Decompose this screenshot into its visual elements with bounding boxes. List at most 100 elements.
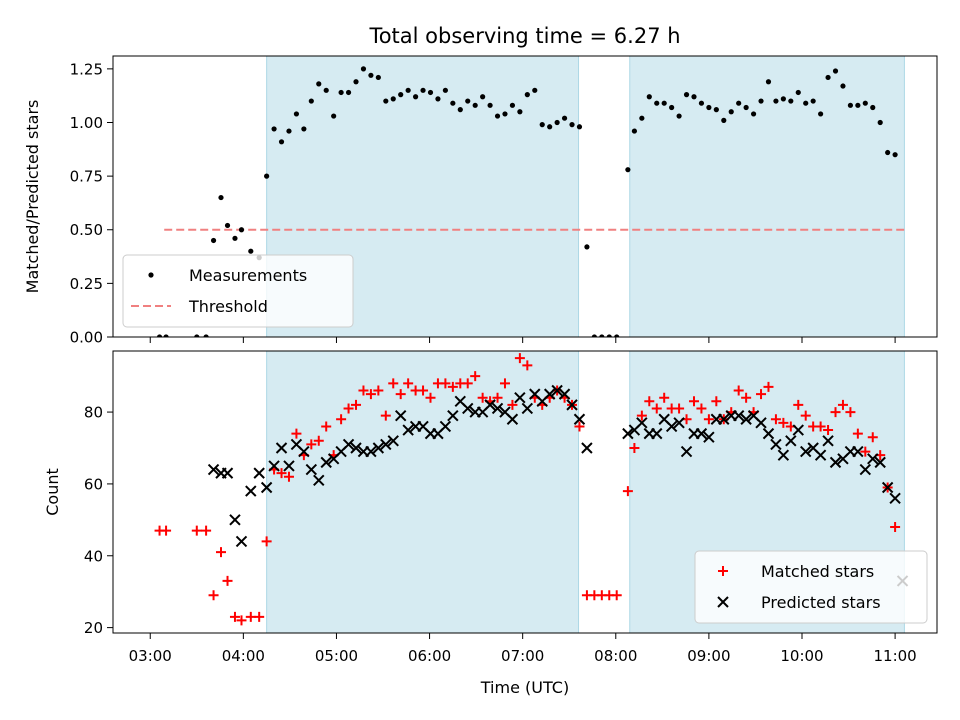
data-point (514, 391, 526, 404)
data-point (825, 74, 831, 81)
data-point (161, 525, 172, 536)
data-point (822, 435, 834, 447)
data-point (867, 432, 878, 443)
data-point (829, 456, 842, 469)
data-point (661, 100, 667, 106)
data-point (777, 449, 790, 461)
data-point (323, 87, 329, 93)
data-point (264, 173, 270, 179)
data-point (654, 100, 660, 106)
data-point (353, 79, 359, 85)
data-point (390, 96, 396, 102)
data-point (358, 385, 369, 396)
data-point (462, 378, 473, 389)
data-point (216, 547, 227, 558)
data-point (283, 471, 294, 482)
data-point (298, 445, 310, 458)
data-point (614, 334, 620, 337)
data-point (398, 92, 404, 98)
data-point (509, 102, 516, 108)
data-point (254, 611, 265, 622)
data-point (439, 420, 452, 433)
data-point (480, 94, 486, 100)
data-point (293, 111, 300, 117)
data-point (484, 399, 496, 411)
data-point (859, 463, 872, 476)
y-tick-label: 0.25 (70, 275, 103, 293)
ratio-panel: 0.00 0.25 0.50 0.75 1.00 1.25 Matched/Predicte… (23, 55, 938, 347)
y-tick-label: 80 (84, 404, 103, 422)
data-point (629, 442, 640, 453)
data-point (291, 428, 302, 439)
data-point (695, 427, 708, 440)
y-axis-label: Matched/Predicted stars (23, 100, 42, 294)
legend-box (122, 254, 354, 328)
data-point (372, 442, 385, 454)
data-point (691, 94, 697, 100)
data-point (336, 414, 347, 425)
data-point (316, 81, 322, 87)
data-point (636, 410, 647, 421)
data-point (543, 388, 556, 400)
data-point (208, 590, 219, 601)
data-points (154, 353, 909, 626)
data-point (814, 449, 827, 461)
data-point (276, 468, 287, 479)
data-point (450, 100, 456, 106)
data-point (218, 194, 224, 201)
data-point (566, 399, 578, 411)
data-point (418, 385, 429, 396)
data-point (758, 98, 764, 104)
data-point (743, 104, 749, 111)
data-point (561, 115, 568, 121)
data-point (732, 409, 745, 422)
data-point (847, 102, 854, 108)
data-point (261, 536, 272, 547)
data-point (788, 98, 794, 104)
data-point (818, 111, 824, 117)
x-tick-label: 05:00 (315, 647, 358, 665)
data-point (278, 139, 285, 145)
y-tick-label: 20 (84, 619, 103, 637)
legend-label: Threshold (188, 297, 268, 316)
data-point (191, 525, 202, 536)
data-point (733, 385, 744, 396)
data-point (780, 96, 786, 102)
legend-marker-swatch (718, 566, 728, 576)
chart-title: Total observing time = 6.27 h (368, 24, 680, 48)
data-point (852, 428, 863, 439)
plot-frame (112, 55, 938, 338)
data-point (867, 453, 879, 465)
data-point (889, 492, 901, 504)
data-point (470, 371, 481, 382)
data-point (236, 615, 247, 626)
data-point (447, 409, 459, 422)
x-tick-label: 07:00 (501, 647, 544, 665)
data-point (313, 435, 324, 446)
data-point (870, 104, 876, 111)
data-point (380, 438, 392, 451)
data-point (639, 115, 645, 121)
data-point (755, 417, 767, 429)
x-tick-label: 03:00 (129, 647, 172, 665)
data-point (792, 424, 804, 436)
data-point (773, 98, 779, 104)
data-point (286, 128, 292, 134)
data-point (342, 438, 355, 451)
data-point (245, 611, 256, 622)
data-point (283, 460, 295, 472)
legend: Measurements Threshold (122, 254, 354, 328)
data-point (472, 102, 478, 108)
data-point (248, 248, 254, 254)
x-tick-label: 09:00 (687, 647, 730, 665)
data-point (659, 392, 670, 403)
data-point (551, 384, 563, 397)
data-point (345, 89, 352, 96)
data-point (877, 119, 883, 126)
y-tick-label: 1.00 (70, 114, 103, 132)
data-point (740, 413, 752, 425)
data-point (680, 445, 693, 458)
data-point (201, 525, 212, 536)
data-point (388, 378, 399, 389)
data-point (750, 111, 757, 117)
